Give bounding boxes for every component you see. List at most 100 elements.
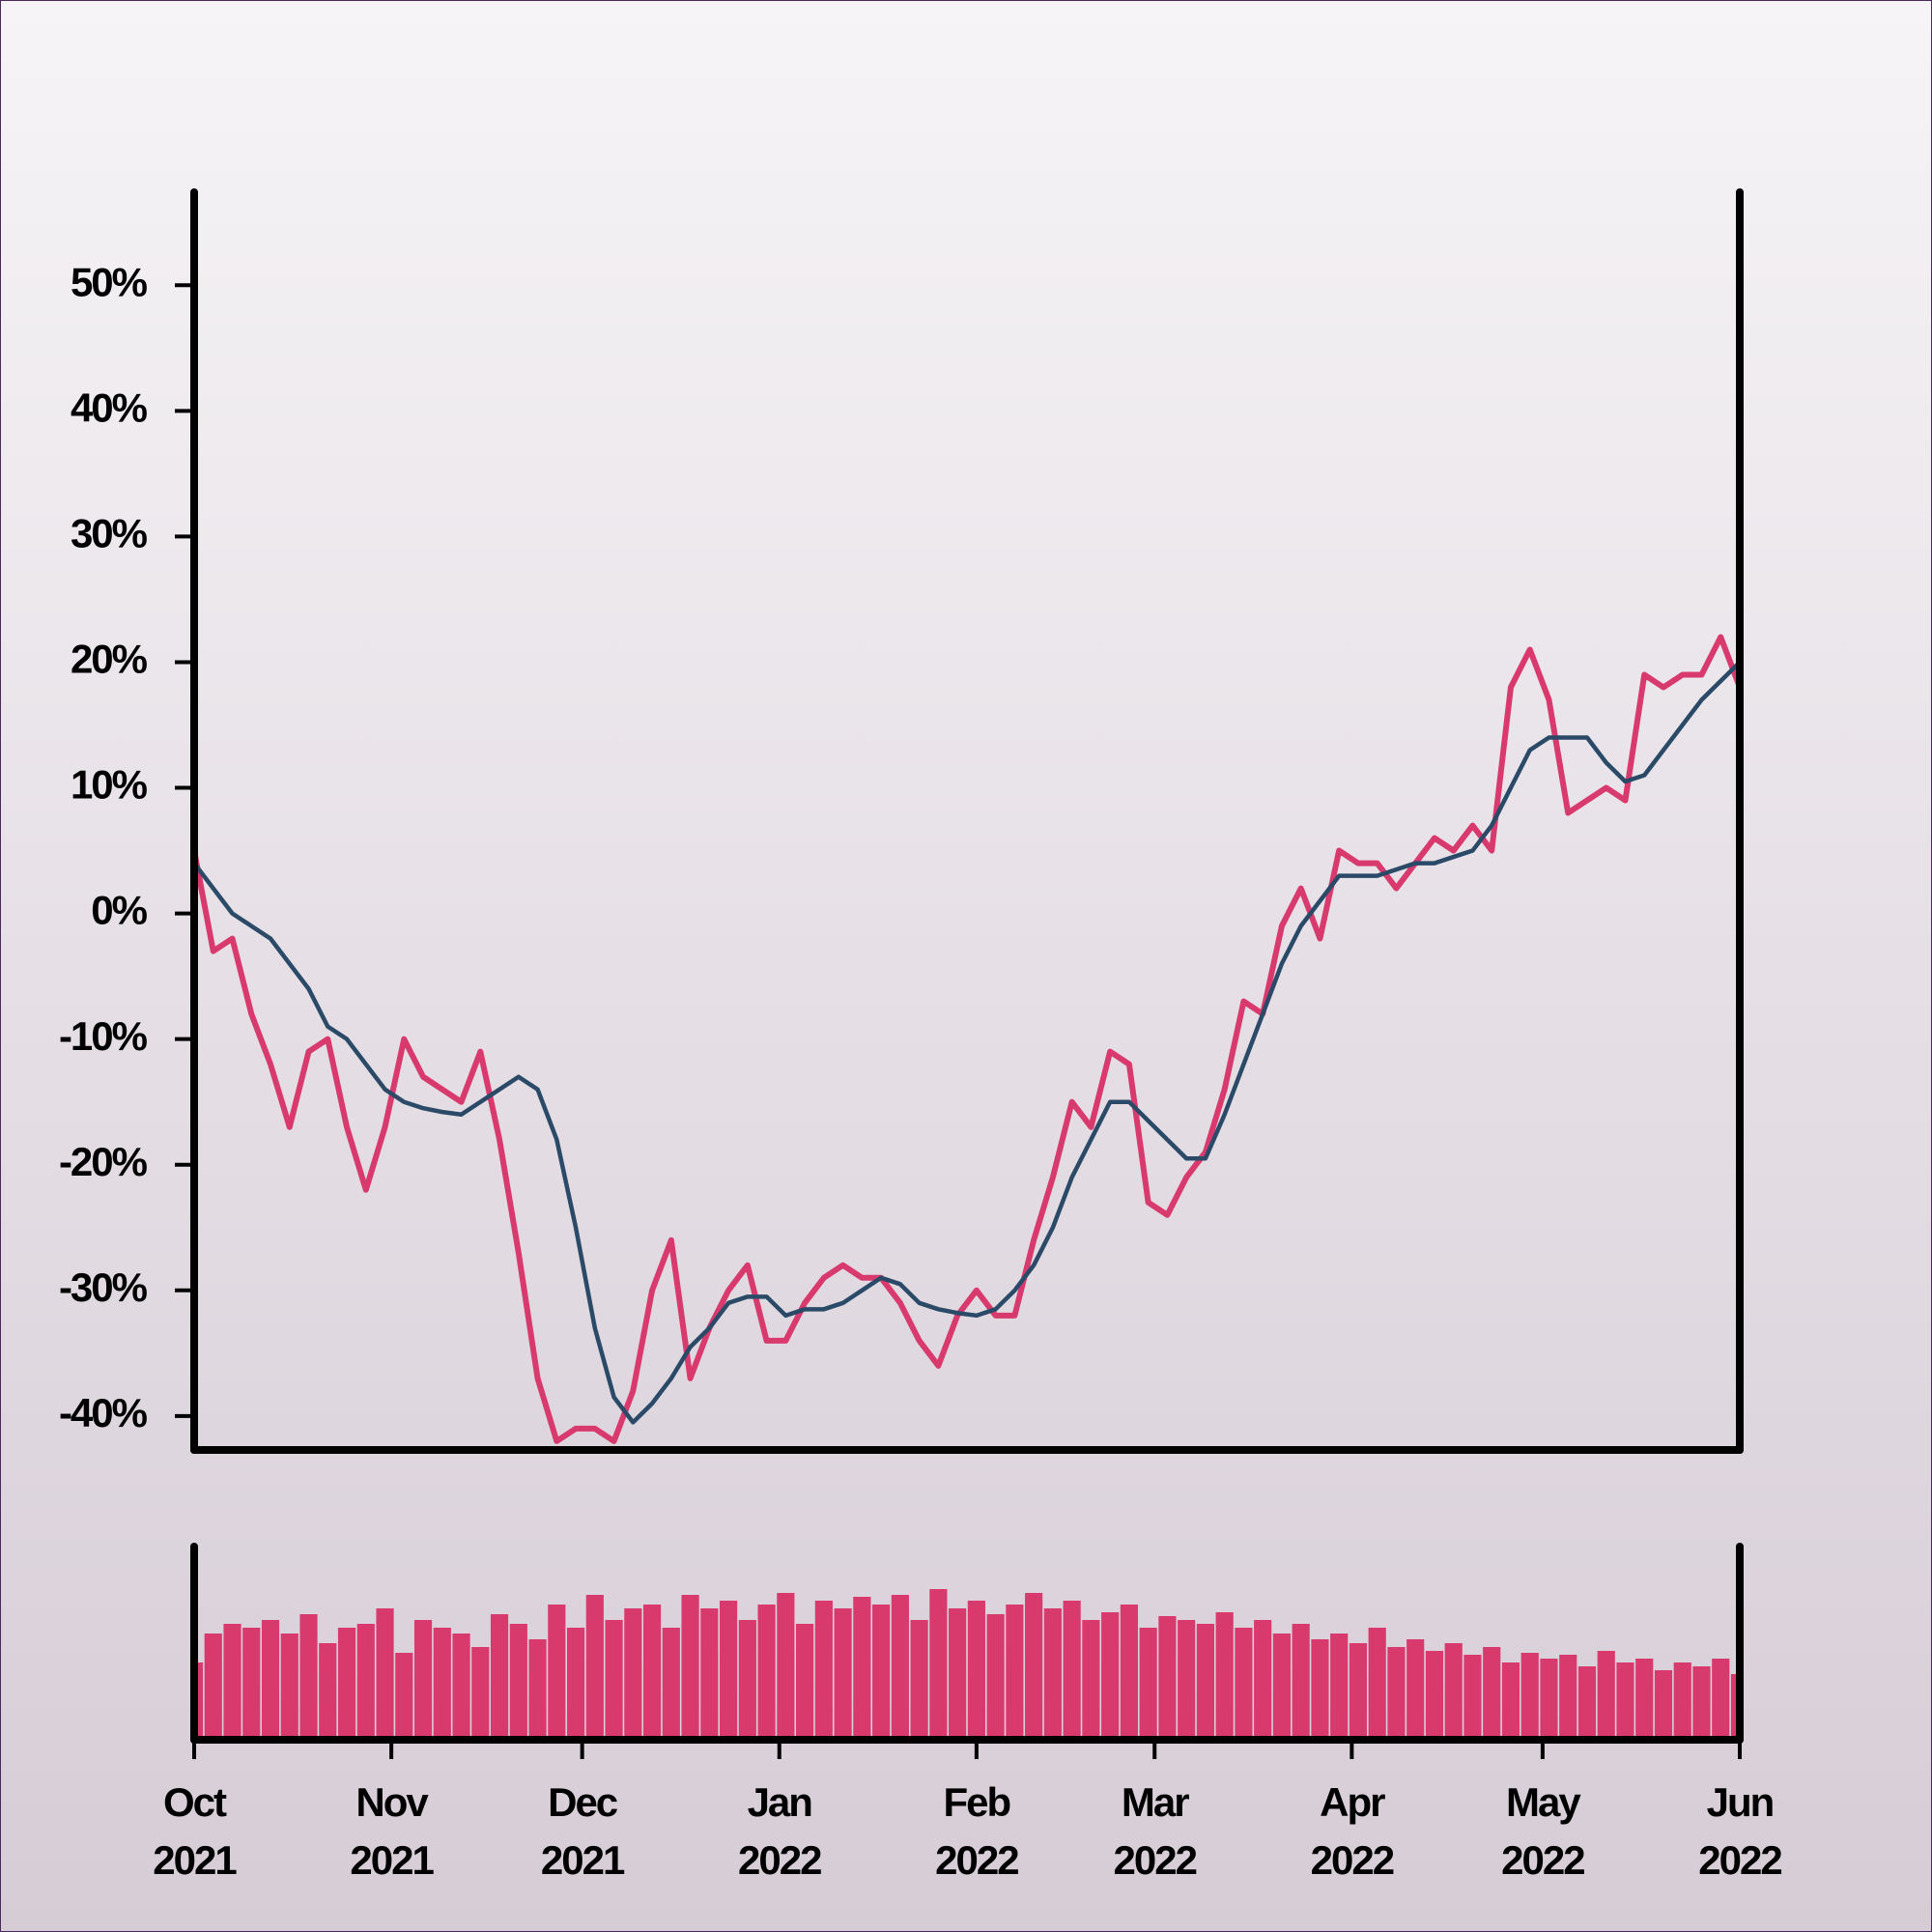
y-tick-label: -40% [59, 1390, 148, 1435]
volume-bar [528, 1639, 547, 1740]
volume-bar [1120, 1605, 1138, 1740]
y-tick-label: 10% [71, 762, 148, 808]
volume-bar [452, 1634, 470, 1740]
volume-bar [1272, 1634, 1292, 1740]
volume-bar [700, 1608, 719, 1740]
volume-bar [433, 1628, 451, 1740]
y-tick-label: 30% [71, 510, 148, 555]
x-tick-label: Apr 2022 [1310, 1779, 1395, 1883]
volume-bar [1368, 1628, 1386, 1740]
volume-bar [720, 1601, 738, 1740]
volume-bar [910, 1620, 928, 1740]
volume-bar [1311, 1639, 1329, 1740]
volume-bar [1178, 1620, 1196, 1740]
volume-bar [1635, 1659, 1654, 1740]
volume-bar [1501, 1662, 1520, 1740]
volume-bar [1006, 1605, 1024, 1740]
volume-bar [204, 1634, 222, 1740]
y-tick-label: -10% [59, 1013, 148, 1059]
volume-bar [319, 1643, 337, 1740]
volume-bar [1101, 1612, 1120, 1740]
y-tick-label: 40% [71, 384, 148, 430]
volume-bar [1082, 1620, 1100, 1740]
volume-bar [1330, 1634, 1349, 1740]
volume-bar [1139, 1628, 1157, 1740]
volume-bar [1235, 1628, 1253, 1740]
volume-bar [242, 1628, 261, 1740]
x-tick-label: May 2022 [1501, 1779, 1585, 1883]
x-tick-label: Mar 2022 [1113, 1779, 1198, 1883]
volume-bar [1425, 1651, 1444, 1740]
volume-bar [1158, 1616, 1177, 1740]
x-tick-label: Jan 2022 [738, 1779, 822, 1883]
volume-bar [949, 1608, 967, 1740]
volume-bar [1730, 1674, 1740, 1740]
volume-bar [1043, 1608, 1062, 1740]
volume-bar [1463, 1655, 1482, 1740]
volume-bar [986, 1614, 1005, 1740]
x-tick-label: Feb 2022 [935, 1779, 1019, 1883]
y-tick-label: 20% [71, 637, 148, 682]
x-tick-label: Nov 2021 [350, 1779, 434, 1883]
volume-bar [929, 1589, 948, 1740]
volume-bar [1196, 1624, 1214, 1740]
volume-bar [967, 1601, 985, 1740]
line-series [194, 660, 1740, 1425]
volume-bar [1616, 1662, 1634, 1740]
volume-bar [1215, 1612, 1234, 1740]
volume-bar [1292, 1624, 1310, 1740]
volume-bar [605, 1620, 623, 1740]
volume-bar [796, 1624, 814, 1740]
volume-bar [395, 1653, 413, 1740]
volume-bar [1654, 1670, 1673, 1740]
volume-bar [777, 1593, 795, 1740]
volume-bar [1673, 1662, 1691, 1740]
volume-bar [1025, 1593, 1043, 1740]
volume-bar [1406, 1639, 1425, 1740]
volume-bar [1577, 1666, 1597, 1740]
volume-bar [1520, 1653, 1539, 1740]
volume-bar [490, 1614, 509, 1740]
volume-bar [413, 1620, 433, 1740]
volume-bar [1444, 1643, 1463, 1740]
volume-bar [1712, 1659, 1730, 1740]
y-tick-label: -30% [59, 1264, 148, 1310]
volume-bar [337, 1628, 356, 1740]
volume-bar [1254, 1620, 1272, 1740]
volume-bar [509, 1624, 527, 1740]
volume-bar [814, 1601, 833, 1740]
volume-bar [1559, 1655, 1577, 1740]
volume-bar [891, 1595, 909, 1740]
volume-bar [376, 1608, 394, 1740]
volume-bar [642, 1605, 662, 1740]
volume-bar [194, 1662, 204, 1740]
volume-bar [624, 1608, 642, 1740]
y-tick-label: 0% [91, 888, 147, 933]
volume-bar [681, 1595, 699, 1740]
volume-bar [853, 1597, 871, 1740]
volume-bar [585, 1595, 604, 1740]
y-tick-label: -20% [59, 1139, 148, 1184]
volume-bar [1692, 1666, 1711, 1740]
volume-bar [757, 1605, 776, 1740]
volume-bar [1483, 1647, 1501, 1740]
volume-bar [834, 1608, 852, 1740]
volume-bar [1349, 1643, 1368, 1740]
volume-bar [223, 1624, 242, 1740]
volume-bar [471, 1647, 490, 1740]
volume-bar [1063, 1601, 1081, 1740]
volume-bar [566, 1628, 585, 1740]
volume-bar [1387, 1647, 1406, 1740]
x-tick-label: Dec 2021 [540, 1779, 625, 1883]
volume-bar [872, 1605, 891, 1740]
volume-bar [299, 1614, 318, 1740]
volume-bar [548, 1605, 566, 1740]
volume-bar [1597, 1651, 1615, 1740]
volume-bar [1540, 1659, 1558, 1740]
volume-bar [738, 1620, 756, 1740]
x-tick-label: Oct 2021 [153, 1779, 237, 1883]
line-series [194, 634, 1740, 1444]
volume-bar [280, 1634, 298, 1740]
y-tick-label: 50% [71, 259, 148, 304]
